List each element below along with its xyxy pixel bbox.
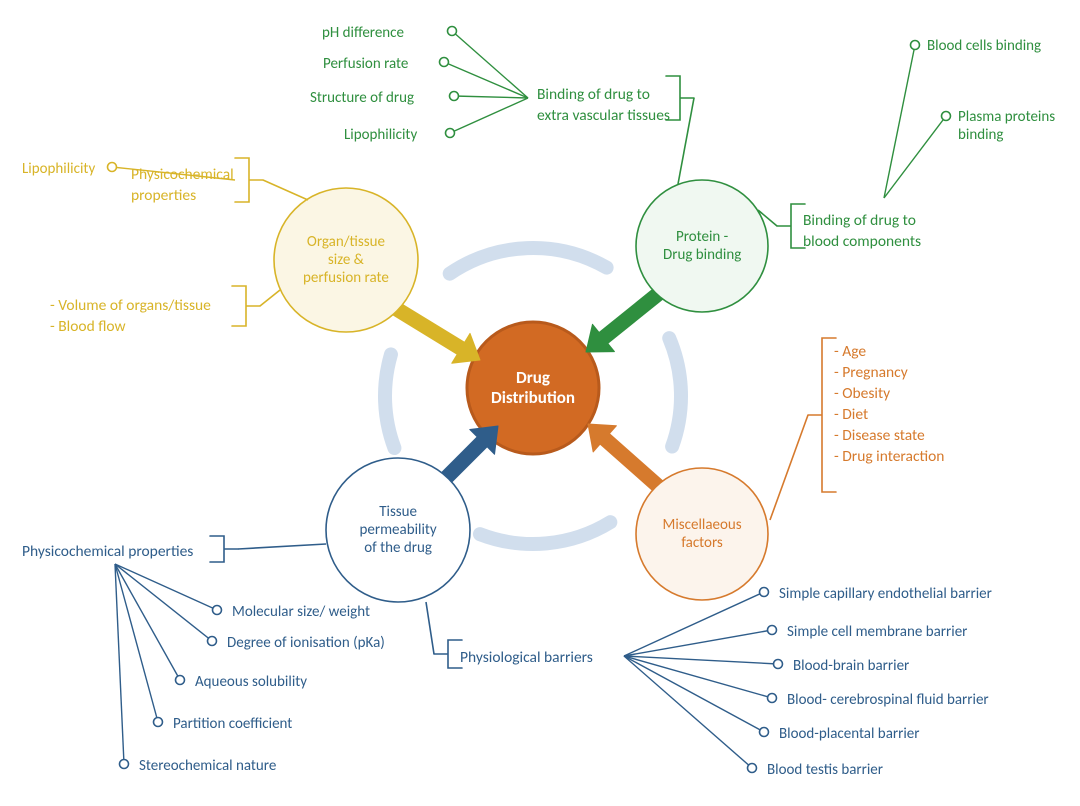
arrow [391, 302, 480, 363]
text-label: Lipophilicity [344, 126, 417, 144]
text-label: Lipophilicity [22, 160, 95, 178]
diagram-stage: Drug Distribution Organ/tissue size & per… [0, 0, 1080, 801]
leaf-line [884, 45, 915, 198]
text-label: Physiological barriers [460, 648, 593, 669]
text-label: Plasma proteins binding [958, 108, 1055, 144]
bracket [232, 286, 260, 326]
leaf-dot [911, 41, 920, 50]
leaf-line [450, 98, 528, 133]
leaf-line [115, 564, 212, 641]
arrow [441, 426, 498, 483]
text-label: Simple cell membrane barrier [787, 623, 967, 641]
bracket [434, 640, 462, 668]
leaf-dot [120, 760, 129, 769]
leaf-dot [760, 728, 769, 737]
leaf-line [624, 656, 764, 732]
text-label: Blood- cerebrospinal fluid barrier [787, 691, 989, 709]
text-label: Blood-placental barrier [779, 725, 919, 743]
leaf-line [454, 96, 528, 98]
leaf-line [452, 31, 528, 98]
text-label: Structure of drug [310, 89, 414, 107]
connector [426, 602, 434, 654]
text-label: Physicochemical properties [131, 165, 234, 207]
bracket [808, 338, 836, 492]
leaf-dot [446, 129, 455, 138]
connector [263, 180, 308, 200]
text-label: Blood testis barrier [767, 761, 883, 779]
text-label: Simple capillary endothelial barrier [779, 585, 992, 603]
bracket [666, 76, 694, 120]
text-label: Physicochemical properties [22, 542, 193, 563]
leaf-line [624, 656, 752, 768]
text-label: Partition coefficient [173, 715, 292, 733]
node-label: Tissue permeability of the drug [360, 503, 437, 557]
node-label: Miscellaeous factors [663, 516, 742, 552]
node-label: Drug Distribution [491, 368, 575, 409]
text-label: Blood cells binding [927, 37, 1041, 55]
leaf-dot [108, 163, 117, 172]
leaf-line [624, 592, 764, 656]
arrow [588, 424, 663, 491]
connector [238, 544, 326, 549]
leaf-line [624, 630, 772, 656]
leaf-line [115, 564, 217, 610]
text-label: Molecular size/ weight [232, 603, 370, 621]
text-label: Aqueous solubility [195, 673, 307, 691]
text-label: Blood-brain barrier [793, 657, 909, 675]
leaf-dot [154, 718, 163, 727]
text-label: Perfusion rate [323, 55, 408, 73]
leaf-dot [213, 606, 222, 615]
text-label: Binding of drug to blood components [803, 211, 921, 253]
leaf-dot [748, 764, 757, 773]
leaf-dot [440, 58, 449, 67]
leaf-dot [768, 694, 777, 703]
leaf-dot [774, 660, 783, 669]
text-label: Degree of ionisation (pKa) [227, 634, 385, 652]
leaf-dot [942, 112, 951, 121]
leaf-dot [448, 27, 457, 36]
text-label: Binding of drug to extra vascular tissue… [537, 85, 670, 127]
text-label: - Volume of organs/tissue - Blood flow [50, 296, 211, 338]
text-label: pH difference [322, 24, 404, 42]
connector [770, 415, 808, 520]
connector [260, 290, 280, 306]
leaf-dot [760, 588, 769, 597]
bracket [777, 204, 805, 248]
node-label: Protein - Drug binding [663, 228, 741, 264]
leaf-line [884, 116, 946, 198]
leaf-dot [208, 637, 217, 646]
node-label: Organ/tissue size & perfusion rate [303, 233, 389, 287]
arrow [586, 289, 662, 352]
leaf-dot [768, 626, 777, 635]
leaf-line [115, 564, 180, 680]
leaf-dot [176, 676, 185, 685]
bracket [210, 536, 238, 562]
text-label: Stereochemical nature [139, 757, 276, 775]
bracket [235, 158, 263, 202]
leaf-dot [450, 92, 459, 101]
text-label: - Age - Pregnancy - Obesity - Diet - Dis… [834, 342, 944, 468]
